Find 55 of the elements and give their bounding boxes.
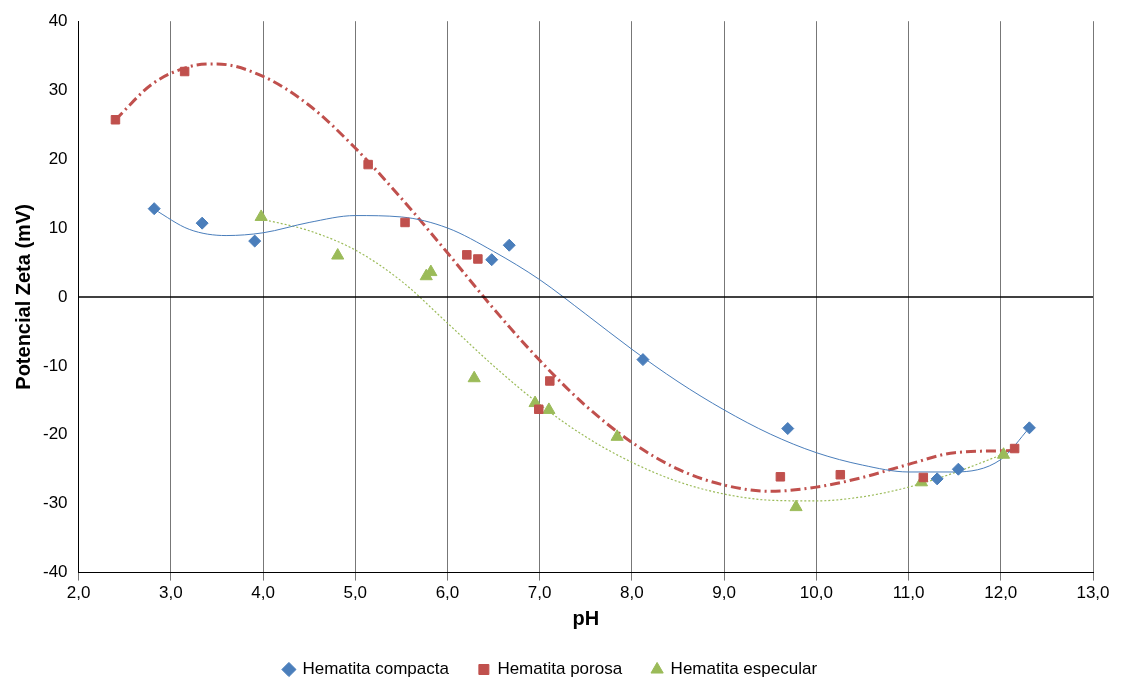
point: [610, 429, 624, 441]
point: [789, 499, 803, 512]
y-tick-label: -30: [42, 493, 68, 513]
y-tick-label: -20: [42, 424, 68, 444]
point: [363, 159, 373, 170]
point: [835, 469, 846, 480]
point: [195, 216, 209, 230]
point: [485, 253, 499, 267]
point: [179, 66, 190, 77]
point: [462, 250, 472, 260]
point: [248, 234, 262, 248]
point: [502, 238, 516, 252]
point: [254, 209, 268, 221]
legend-label: Hematita especular: [670, 659, 818, 679]
y-tick-label: 40: [48, 10, 68, 30]
x-tick-label: 7,0: [527, 583, 552, 603]
x-tick-label: 9,0: [712, 583, 736, 603]
x-tick-label: 12,0: [984, 583, 1018, 603]
x-axis-title: pH: [572, 606, 600, 629]
legend-label: Hematita porosa: [497, 659, 623, 679]
point: [996, 447, 1011, 459]
y-tick-label: 0: [58, 286, 68, 306]
x-tick-label: 5,0: [343, 583, 368, 603]
y-tick-label: 20: [48, 148, 68, 168]
x-tick-label: 4,0: [251, 583, 275, 603]
point: [918, 472, 929, 483]
point: [110, 115, 121, 125]
point: [473, 254, 483, 264]
point: [1022, 421, 1036, 435]
x-tick-label: 6,0: [435, 583, 460, 603]
point: [545, 376, 555, 386]
point: [331, 248, 345, 260]
point: [781, 422, 795, 436]
y-axis-title: Potencial Zeta (mV): [11, 204, 34, 390]
point: [400, 217, 410, 228]
point: [542, 402, 556, 414]
legend-label: Hematita compacta: [302, 659, 450, 679]
point: [147, 202, 161, 216]
point: [775, 472, 786, 482]
point: [951, 462, 965, 476]
y-tick-label: -40: [42, 562, 68, 582]
y-tick-label: -10: [42, 355, 68, 375]
x-tick-label: 13,0: [1076, 583, 1110, 603]
point: [467, 370, 481, 383]
y-tick-label: 30: [48, 79, 68, 99]
point: [1009, 443, 1020, 454]
x-tick-label: 11,0: [892, 583, 925, 603]
x-tick-label: 10,0: [799, 583, 833, 603]
x-tick-label: 3,0: [158, 583, 183, 603]
point: [930, 472, 944, 486]
x-tick-label: 2,0: [66, 583, 91, 603]
y-tick-label: 10: [48, 217, 68, 237]
point: [534, 404, 544, 414]
point: [636, 353, 650, 367]
x-tick-label: 8,0: [620, 583, 644, 603]
